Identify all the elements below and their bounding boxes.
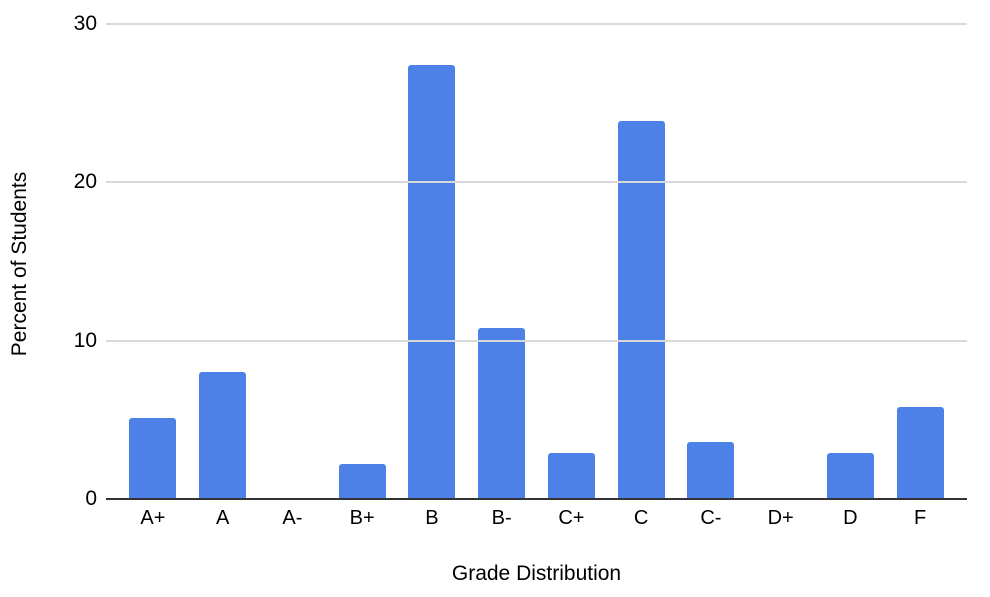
x-tick-label-B+: B+ <box>349 507 375 529</box>
bar-slot-B+ <box>327 24 397 499</box>
x-tick-label-C+: C+ <box>558 507 585 529</box>
x-tick-label-C: C <box>633 507 649 529</box>
x-tick-label-C-: C- <box>700 507 722 529</box>
gridline-30 <box>106 23 967 25</box>
x-tick-label-A+: A+ <box>140 507 166 529</box>
bar-A <box>199 372 247 499</box>
y-tick-label-10: 10 <box>73 328 97 352</box>
bar-slot-B <box>397 24 467 499</box>
bar-C <box>617 120 665 499</box>
y-tick-label-0: 0 <box>85 487 97 510</box>
bar-slot-A+ <box>118 24 188 499</box>
gridline-20 <box>106 181 967 184</box>
plot-area <box>106 23 967 500</box>
bar-slot-C+ <box>537 24 607 499</box>
x-tick-label-D+: D+ <box>767 507 794 529</box>
bar-F <box>896 407 944 499</box>
bars-row <box>106 24 967 499</box>
y-tick-label-20: 20 <box>73 170 97 194</box>
bar-B- <box>478 328 526 499</box>
bar-C+ <box>547 453 595 499</box>
bar-A+ <box>129 418 177 499</box>
x-tick-label-F: F <box>914 507 927 529</box>
bar-C- <box>687 442 735 499</box>
bar-slot-C- <box>676 24 746 499</box>
bar-slot-D <box>816 24 886 499</box>
bar-slot-D+ <box>746 24 816 499</box>
x-tick-label-B: B <box>425 507 439 529</box>
gridline-10 <box>106 339 967 342</box>
x-axis-tick-labels: A+ A A- B+ B B- C+ C C- D+ D F <box>118 505 955 531</box>
bar-slot-A- <box>258 24 328 499</box>
bar-slot-F <box>885 24 955 499</box>
bar-slot-A <box>188 24 258 499</box>
bar-D <box>826 453 874 499</box>
x-tick-label-A: A <box>215 507 230 529</box>
bar-B+ <box>338 464 386 499</box>
x-tick-label-B-: B- <box>491 507 512 529</box>
x-tick-label-A-: A- <box>282 507 303 529</box>
x-axis-title: Grade Distribution <box>451 562 622 585</box>
y-tick-label-30: 30 <box>73 12 97 35</box>
bar-slot-B- <box>467 24 537 499</box>
bar-B <box>408 65 456 499</box>
bar-slot-C <box>606 24 676 499</box>
x-tick-label-D: D <box>843 507 858 529</box>
